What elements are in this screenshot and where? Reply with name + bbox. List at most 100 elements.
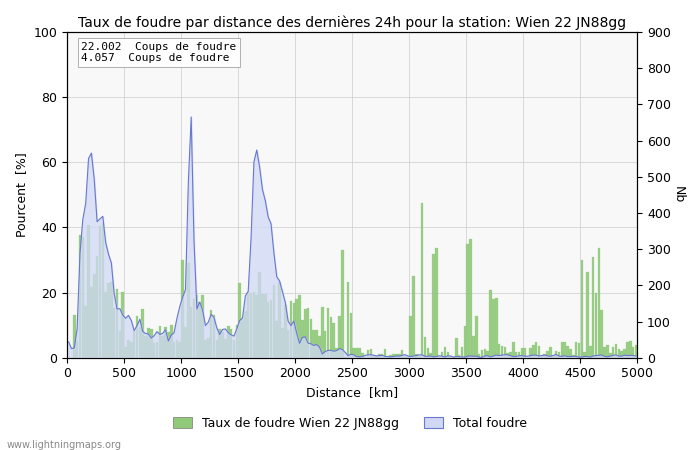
Y-axis label: Nb: Nb — [672, 186, 685, 203]
Bar — [486, 351, 489, 358]
Bar — [375, 356, 378, 358]
Bar — [418, 356, 421, 358]
Bar — [202, 295, 204, 358]
Bar — [82, 237, 84, 358]
Bar — [270, 300, 272, 358]
Bar — [136, 316, 139, 358]
Bar — [253, 292, 256, 358]
Bar — [221, 332, 224, 358]
Bar — [500, 346, 503, 358]
Bar — [187, 263, 190, 358]
Bar — [193, 298, 195, 358]
Bar — [432, 254, 435, 358]
Bar — [258, 272, 261, 358]
Bar — [401, 350, 403, 358]
Bar — [338, 316, 341, 358]
Title: Taux de foudre par distance des dernières 24h pour la station: Wien 22 JN88gg: Taux de foudre par distance des dernière… — [78, 15, 626, 30]
Bar — [489, 290, 492, 358]
Bar — [398, 355, 400, 358]
Bar — [509, 351, 512, 358]
Bar — [96, 256, 99, 358]
Bar — [447, 352, 449, 358]
Bar — [341, 250, 344, 358]
Bar — [598, 248, 600, 358]
Bar — [503, 347, 506, 358]
Bar — [213, 315, 216, 358]
Bar — [389, 355, 392, 358]
Bar — [332, 323, 335, 358]
Bar — [609, 354, 612, 358]
Bar — [141, 309, 144, 358]
Bar — [601, 310, 603, 358]
Bar — [421, 203, 424, 358]
Bar — [410, 316, 412, 358]
Bar — [88, 225, 90, 358]
Bar — [90, 287, 92, 358]
Bar — [529, 348, 532, 358]
Bar — [184, 327, 187, 358]
Bar — [76, 341, 78, 358]
Bar — [181, 261, 184, 358]
Bar — [606, 345, 609, 358]
Bar — [290, 302, 293, 358]
Bar — [589, 346, 592, 358]
Bar — [626, 342, 629, 358]
Bar — [178, 342, 181, 358]
Bar — [113, 308, 116, 358]
Bar — [93, 274, 95, 358]
Bar — [364, 357, 366, 358]
Bar — [495, 297, 498, 358]
Bar — [592, 257, 594, 358]
Bar — [484, 349, 486, 358]
Bar — [247, 292, 249, 358]
Bar — [384, 349, 386, 358]
Bar — [73, 315, 76, 358]
Bar — [85, 306, 87, 358]
Bar — [173, 342, 176, 358]
Bar — [575, 342, 577, 358]
Bar — [207, 338, 209, 358]
Bar — [293, 302, 295, 358]
Bar — [324, 331, 326, 358]
Bar — [481, 350, 483, 358]
Bar — [561, 342, 563, 358]
Bar — [372, 356, 375, 358]
Bar — [412, 276, 415, 358]
Bar — [615, 344, 617, 358]
Bar — [107, 284, 110, 358]
Bar — [586, 272, 589, 358]
Bar — [532, 345, 535, 358]
Bar — [612, 347, 615, 358]
Bar — [580, 260, 583, 358]
Bar — [312, 330, 315, 358]
Bar — [261, 293, 264, 358]
Bar — [239, 284, 241, 358]
Bar — [164, 327, 167, 358]
Bar — [298, 296, 301, 358]
Bar — [330, 317, 332, 358]
Bar — [264, 294, 267, 358]
Bar — [130, 342, 132, 358]
Bar — [144, 336, 147, 358]
Bar — [315, 330, 318, 358]
Bar — [498, 344, 500, 358]
Bar — [295, 299, 298, 358]
Bar — [344, 357, 346, 358]
Bar — [361, 353, 363, 358]
Bar — [566, 346, 569, 358]
Bar — [244, 310, 246, 358]
Bar — [267, 302, 270, 358]
Bar — [635, 345, 637, 358]
Bar — [150, 329, 153, 358]
Bar — [404, 356, 406, 358]
Bar — [564, 342, 566, 358]
Bar — [475, 316, 477, 358]
Bar — [441, 352, 443, 358]
Bar — [463, 326, 466, 358]
Bar — [104, 292, 107, 358]
Bar — [473, 336, 475, 358]
Bar — [549, 347, 552, 358]
X-axis label: Distance  [km]: Distance [km] — [306, 386, 398, 399]
Bar — [569, 349, 572, 358]
Bar — [198, 302, 201, 358]
